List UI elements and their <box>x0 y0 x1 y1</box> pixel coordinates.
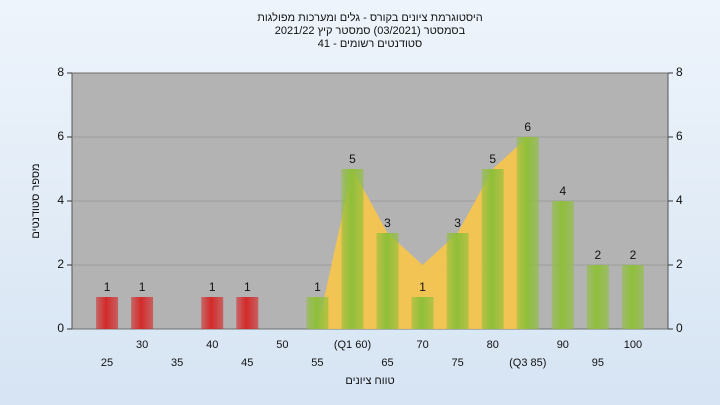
chart-title: היסטוגרמת ציונים בקורס - גלים ומערכות מפ… <box>257 11 482 24</box>
x-tick-label: (Q1 60) <box>334 339 371 351</box>
chart-subtitle: בסמסטר (03/2021) סמסטר קיץ 2021/22 <box>275 25 466 37</box>
bar <box>341 169 364 329</box>
value-label: 4 <box>559 184 566 198</box>
distribution-area <box>317 137 528 329</box>
value-label: 1 <box>104 280 111 294</box>
y-tick-label: 8 <box>57 65 64 79</box>
y2-tick-label: 0 <box>676 321 683 335</box>
x-tick-label: 100 <box>624 339 642 351</box>
y2-tick-label: 2 <box>676 257 683 271</box>
bar <box>481 169 504 329</box>
x-tick-label: 90 <box>557 339 569 351</box>
x-tick-label: 65 <box>381 357 393 369</box>
value-label: 1 <box>244 280 251 294</box>
x-tick-label: (Q3 85) <box>509 357 546 369</box>
bar <box>446 233 469 329</box>
bar <box>201 297 224 329</box>
bar <box>621 265 644 329</box>
x-tick-label: 30 <box>136 339 148 351</box>
bar <box>376 233 399 329</box>
bar <box>131 297 154 329</box>
bar <box>586 265 609 329</box>
chart-subtitle: 41 - סטודנטים רשומים <box>318 38 422 50</box>
y2-tick-label: 6 <box>676 129 683 143</box>
y-tick-label: 6 <box>57 129 64 143</box>
value-label: 5 <box>349 152 356 166</box>
y-tick-label: 2 <box>57 257 64 271</box>
bar <box>551 201 574 329</box>
x-tick-label: 95 <box>592 357 604 369</box>
x-tick-label: 35 <box>171 357 183 369</box>
value-label: 3 <box>384 216 391 230</box>
x-tick-label: 50 <box>276 339 288 351</box>
value-label: 5 <box>489 152 496 166</box>
x-axis-label: טווח ציונים <box>345 375 394 387</box>
value-label: 1 <box>139 280 146 294</box>
x-tick-label: 75 <box>452 357 464 369</box>
x-tick-label: 55 <box>311 357 323 369</box>
value-label: 1 <box>314 280 321 294</box>
y2-tick-label: 4 <box>676 193 683 207</box>
x-tick-label: 45 <box>241 357 253 369</box>
value-label: 3 <box>454 216 461 230</box>
bar <box>411 297 434 329</box>
value-label: 2 <box>630 248 637 262</box>
value-label: 6 <box>524 120 531 134</box>
y-axis-label: מספר סטודנטים <box>30 163 42 238</box>
y-tick-label: 4 <box>57 193 64 207</box>
y-tick-label: 0 <box>57 321 64 335</box>
value-label: 1 <box>209 280 216 294</box>
x-tick-label: 80 <box>487 339 499 351</box>
bar <box>236 297 259 329</box>
value-label: 1 <box>419 280 426 294</box>
value-label: 2 <box>595 248 602 262</box>
bar <box>96 297 119 329</box>
x-tick-label: 40 <box>206 339 218 351</box>
y2-tick-label: 8 <box>676 65 683 79</box>
x-tick-label: 25 <box>101 357 113 369</box>
bar <box>306 297 329 329</box>
bar <box>516 137 539 329</box>
x-tick-label: 70 <box>416 339 428 351</box>
